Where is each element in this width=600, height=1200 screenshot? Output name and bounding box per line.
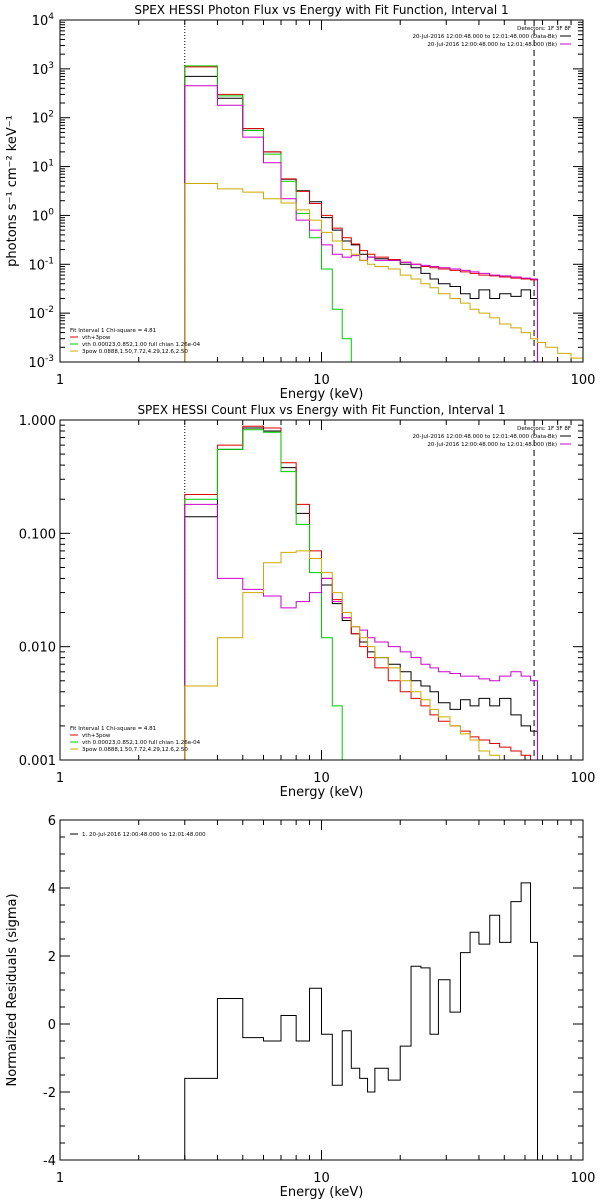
series-line-data-bk xyxy=(184,75,539,362)
y-axis-label: photons s⁻¹ cm⁻² keV⁻¹ xyxy=(5,115,20,267)
x-tick-label: 10 xyxy=(313,373,330,388)
series-line-3pow xyxy=(184,183,583,362)
plot-frame xyxy=(59,419,584,761)
legend-entry: vth 0.00023,0.852,1.00 full chian 1.26e-… xyxy=(82,740,201,746)
series-line-1 xyxy=(184,882,539,1160)
y-tick-label: 10-2 xyxy=(28,305,54,322)
y-tick-label: 103 xyxy=(32,61,54,78)
plot-frame xyxy=(59,19,584,363)
legend-entry: vth 0.00023,0.852,1.00 full chian 1.26e-… xyxy=(82,342,201,348)
series-line-vth-3pow xyxy=(184,66,539,362)
y-tick-label: 101 xyxy=(32,159,54,176)
y-tick-label: 0.001 xyxy=(19,754,56,769)
x-axis-label: Energy (keV) xyxy=(280,1185,364,1200)
chart-panel-1: 1 10 100 10-3 10-2 10-1 100 101 102 103 104 SPEX HE… xyxy=(5,3,595,402)
plot-frame xyxy=(59,819,584,1161)
y-tick-label: 2 xyxy=(48,950,56,965)
y-axis-label: Normalized Residuals (sigma) xyxy=(5,893,20,1086)
x-tick-label: 10 xyxy=(313,1171,330,1186)
legend-entry: 20-Jul-2016 12:00:48.000 to 12:01:48.000… xyxy=(427,442,557,448)
legend-header: Detectors: 1F 3F 8F xyxy=(517,426,571,432)
y-tick-label: -2 xyxy=(43,1086,56,1101)
legend-entry: vth+3pow xyxy=(82,733,111,739)
chart-title: SPEX HESSI Photon Flux vs Energy with Fi… xyxy=(134,3,508,17)
x-tick-label: 100 xyxy=(571,373,596,388)
x-tick-label: 100 xyxy=(571,1171,596,1186)
legend-entry: 20-Jul-2016 12:00:48.000 to 12:01:48.000… xyxy=(427,42,557,48)
x-tick-label: 100 xyxy=(571,771,596,786)
legend-entry: 20-Jul-2016 12:00:48.000 to 12:01:48.000… xyxy=(413,434,558,440)
chart-panel-2: 1 10 100 0.001 0.010 0.100 1.000 SPEX HESSI Cou… xyxy=(19,403,596,800)
y-tick-label: 1.000 xyxy=(19,414,56,429)
series-line-vth xyxy=(184,429,352,760)
x-tick-label: 1 xyxy=(56,1171,64,1186)
legend-entry: 1. 20-Jul-2016 12:00:48.000 to 12:01:48.… xyxy=(82,832,206,838)
y-tick-label: 0 xyxy=(48,1018,56,1033)
y-tick-label: 104 xyxy=(32,12,55,29)
legend-entry: 3pow 0.0888,1.50,7.72,4.29,12.6,2.50 xyxy=(82,349,188,355)
y-tick-label: 100 xyxy=(32,207,55,224)
legend-entry: 3pow 0.0888,1.50,7.72,4.29,12.6,2.50 xyxy=(82,747,188,753)
legend-header: Detectors: 1F 3F 8F xyxy=(517,26,571,32)
chart-title: SPEX HESSI Count Flux vs Energy with Fit… xyxy=(137,403,505,417)
chart-panel-3: 1 10 100 -4 -2 0 2 4 6 Energy (keV) Normalized Res… xyxy=(5,814,595,1200)
y-tick-label: 10-3 xyxy=(28,354,54,371)
series-line-bk xyxy=(184,85,539,362)
y-tick-label: 0.100 xyxy=(19,527,56,542)
legend-entry: vth+3pow xyxy=(82,335,111,341)
series-line-vth xyxy=(184,65,361,362)
y-tick-label: 10-1 xyxy=(28,256,54,273)
legend-entry: 20-Jul-2016 12:00:48.000 to 12:01:48.000… xyxy=(413,34,558,40)
fit-legend-header: Fit Interval 1 Chi-square = 4.81 xyxy=(70,726,156,732)
series-line-bk xyxy=(184,503,539,760)
fit-legend-header: Fit Interval 1 Chi-square = 4.81 xyxy=(70,328,156,334)
y-tick-label: 0.010 xyxy=(19,641,56,656)
y-tick-label: 6 xyxy=(48,814,56,829)
y-tick-label: -4 xyxy=(43,1154,56,1169)
x-axis-label: Energy (keV) xyxy=(280,387,364,402)
y-tick-label: 4 xyxy=(48,882,56,897)
x-tick-label: 10 xyxy=(313,771,330,786)
series-line-3pow xyxy=(184,550,539,760)
series-line-vth-3pow xyxy=(184,425,539,760)
x-tick-label: 1 xyxy=(56,373,64,388)
series-line-data-bk xyxy=(184,427,539,760)
x-tick-label: 1 xyxy=(56,771,64,786)
x-axis-label: Energy (keV) xyxy=(280,785,364,800)
y-tick-label: 102 xyxy=(32,110,54,127)
